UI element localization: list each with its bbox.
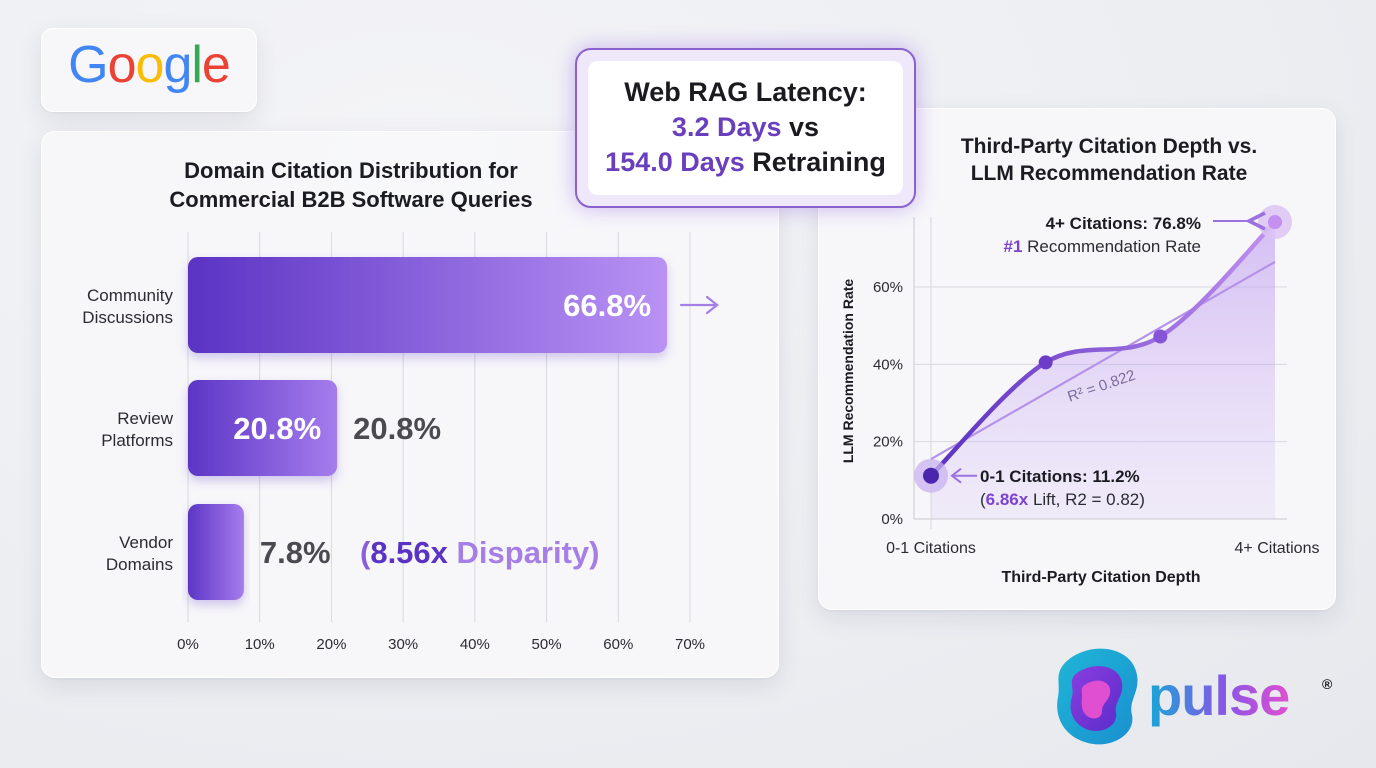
line-ytick-label: 40% [873, 356, 903, 373]
bar-xtick-label: 0% [177, 636, 199, 653]
trend-line [930, 260, 1276, 461]
arrowhead-icon [950, 467, 962, 484]
line-xtick-label: 0-1 Citations [886, 540, 976, 557]
arrow-right-icon [679, 295, 719, 315]
callout-low-line1: 0-1 Citations: 11.2% [980, 467, 1140, 486]
bar-xtick-label: 70% [675, 636, 705, 653]
bar-value-inside: 20.8% [233, 411, 321, 446]
callout-high-line2: #1 Recommendation Rate [1003, 237, 1201, 256]
disparity-open: ( [360, 535, 371, 570]
line-chart-title-line2: LLM Recommendation Rate [970, 162, 1248, 185]
google-letter: l [191, 36, 203, 94]
registered-mark: ® [1322, 676, 1333, 692]
bar-category-label: Community [87, 286, 173, 305]
callout-high-line1: 4+ Citations: 76.8% [1046, 214, 1201, 233]
data-point [1038, 355, 1053, 370]
google-letter: o [135, 36, 165, 94]
bar-xtick-label: 30% [388, 636, 418, 653]
google-letter: g [163, 36, 192, 94]
google-letter: G [68, 36, 108, 94]
google-logo-card: Google [41, 28, 257, 112]
bar-xtick-label: 40% [460, 636, 490, 653]
line-ytick-label: 20% [873, 434, 903, 451]
latency-line1: Web RAG Latency: [624, 77, 867, 107]
callout-open: ( [980, 490, 986, 509]
line-xtick-label: 4+ Citations [1235, 540, 1320, 557]
line-ytick-label: 0% [881, 511, 903, 528]
bar-xtick-label: 20% [316, 636, 346, 653]
bar-xtick-label: 10% [245, 636, 275, 653]
bar-category-label: Discussions [82, 308, 173, 327]
bar-category-label: Review [117, 409, 173, 428]
bar-1 [188, 380, 338, 476]
bar-chart: 0% 10% 20% 30% 40% 50% 60% 70% Community Discussi… [82, 232, 719, 653]
citation-distribution-card: Domain Citation Distribution for Commerc… [41, 131, 779, 678]
disparity-text: Disparity) [448, 535, 600, 570]
callout-rank: #1 [1003, 237, 1022, 256]
bar-chart-title-line2: Commercial B2B Software Queries [169, 187, 533, 212]
callout-low-line2: (6.86x Lift, R2 = 0.82) [980, 490, 1145, 509]
latency-panel: Web RAG Latency: 3.2 Days vs 154.0 Days … [588, 61, 903, 195]
bar-category-label: Platforms [101, 431, 173, 450]
line-chart-title: Third-Party Citation Depth vs. LLM Recom… [914, 133, 1304, 187]
callout-lift-rest: Lift, R2 = 0.82) [1028, 490, 1145, 509]
bar-0 [188, 257, 668, 353]
line-area [931, 222, 1275, 519]
bar-category-label: Domains [106, 555, 173, 574]
data-point [923, 467, 939, 484]
bar-value-outside: 7.8% [260, 535, 331, 570]
callout-lift: 6.86x [986, 490, 1029, 509]
bar-value-inside: 66.8% [563, 288, 651, 323]
pulse-wordmark: pulse [1148, 664, 1289, 727]
data-point [1153, 329, 1168, 344]
latency-retraining-label: Retraining [744, 147, 886, 177]
bar-2 [188, 504, 244, 600]
line-xlabel: Third-Party Citation Depth [1001, 569, 1200, 586]
bar-category-label: Vendor [119, 533, 173, 552]
latency-vs: vs [781, 112, 820, 142]
latency-web-value: 3.2 Days [671, 112, 782, 142]
line-chart-title-line1: Third-Party Citation Depth vs. [960, 135, 1258, 158]
bar-xtick-label: 60% [603, 636, 633, 653]
bar-xtick-label: 50% [532, 636, 562, 653]
line-ylabel: LLM Recommendation Rate [840, 279, 856, 464]
latency-retraining-value: 154.0 Days [605, 147, 745, 177]
bar-value-outside: 20.8% [353, 411, 441, 446]
line-ytick-label: 60% [873, 279, 903, 296]
google-logo: Google [42, 35, 256, 95]
bar-chart-title: Domain Citation Distribution for Commerc… [42, 156, 660, 214]
callout-rank-text: Recommendation Rate [1022, 237, 1201, 256]
disparity-value: 8.56x [370, 535, 448, 570]
pulse-logo-svg: pulse ® [1057, 648, 1333, 745]
disparity-annotation: (8.56x Disparity) [360, 535, 600, 570]
google-letter: o [107, 36, 137, 94]
pulse-logo: pulse ® [1052, 645, 1342, 749]
data-point [1268, 215, 1282, 230]
bar-chart-title-line1: Domain Citation Distribution for [184, 158, 518, 183]
latency-line3: 154.0 Days Retraining [588, 145, 903, 180]
line-series [928, 219, 1278, 478]
latency-line2: 3.2 Days vs [588, 110, 903, 145]
latency-callout: Web RAG Latency: 3.2 Days vs 154.0 Days … [575, 48, 916, 208]
google-letter: e [201, 36, 231, 94]
